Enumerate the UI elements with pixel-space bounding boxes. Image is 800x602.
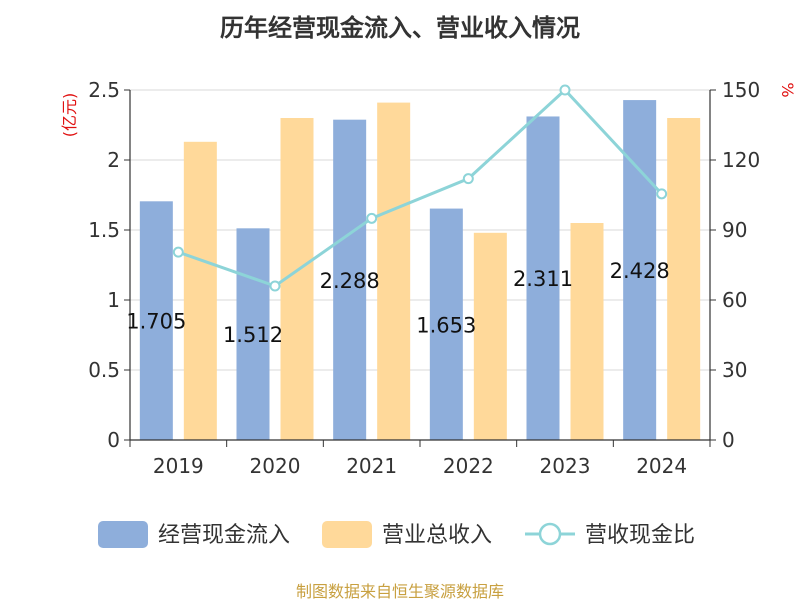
y-right-tick-label: 90 — [722, 218, 747, 242]
bar-cash-inflow — [526, 116, 560, 441]
bar-revenue — [377, 102, 411, 440]
bar-revenue — [667, 118, 701, 440]
x-tick-label: 2024 — [636, 454, 687, 478]
legend-swatch — [322, 521, 372, 548]
bar-cash-inflow — [333, 119, 367, 441]
data-label: 2.288 — [320, 269, 380, 293]
line-point — [269, 280, 281, 292]
bar-revenue — [473, 232, 507, 440]
y-left-tick-label: 2 — [107, 148, 120, 172]
data-label: 2.428 — [610, 259, 670, 283]
legend-swatch-marker — [538, 522, 562, 546]
bar-revenue — [183, 141, 217, 441]
y-left-tick-label: 1 — [107, 288, 120, 312]
y-right-tick-label: 0 — [722, 428, 735, 452]
legend-label: 营收现金比 — [585, 523, 695, 548]
line-point — [172, 246, 184, 258]
y-left-tick-label: 1.5 — [88, 218, 120, 242]
bar-cash-inflow — [429, 208, 463, 440]
data-label: 1.512 — [223, 323, 283, 347]
line-series-ratio — [177, 87, 663, 288]
y-left-unit: (亿元) — [60, 93, 79, 138]
y-left-tick-label: 2.5 — [88, 78, 120, 102]
y-right-tick-label: 60 — [722, 288, 747, 312]
line-point — [656, 188, 668, 200]
data-label: 2.311 — [513, 267, 573, 291]
data-label: 1.705 — [126, 310, 186, 334]
bar-cash-inflow — [236, 228, 270, 440]
legend-item-cash-inflow[interactable]: 经营现金流入 — [98, 521, 290, 548]
line-point — [366, 212, 378, 224]
bar-revenue — [570, 223, 604, 440]
data-label: 1.653 — [416, 313, 476, 337]
legend-swatch — [98, 521, 148, 548]
x-tick-label: 2022 — [443, 454, 494, 478]
x-tick-label: 2021 — [346, 454, 397, 478]
legend-label: 经营现金流入 — [158, 523, 290, 548]
line-point — [462, 173, 474, 185]
legend-label: 营业总收入 — [382, 523, 492, 548]
x-tick-label: 2020 — [250, 454, 301, 478]
x-tick-label: 2023 — [540, 454, 591, 478]
legend-item-ratio[interactable]: 营收现金比 — [525, 522, 695, 548]
y-right-tick-label: 30 — [722, 358, 747, 382]
x-tick-label: 2019 — [153, 454, 204, 478]
bar-cash-inflow — [139, 201, 173, 440]
legend-item-revenue[interactable]: 营业总收入 — [322, 521, 492, 548]
line-point — [559, 84, 571, 96]
y-right-unit: % — [778, 82, 797, 97]
y-right-tick-label: 150 — [722, 78, 760, 102]
y-right-tick-label: 120 — [722, 148, 760, 172]
chart-title: 历年经营现金流入、营业收入情况 — [220, 14, 580, 42]
y-left-tick-label: 0.5 — [88, 358, 120, 382]
data-source: 制图数据来自恒生聚源数据库 — [295, 582, 504, 601]
y-left-tick-label: 0 — [107, 428, 120, 452]
